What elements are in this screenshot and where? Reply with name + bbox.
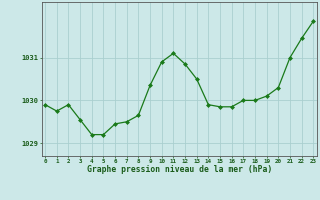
X-axis label: Graphe pression niveau de la mer (hPa): Graphe pression niveau de la mer (hPa) <box>87 165 272 174</box>
